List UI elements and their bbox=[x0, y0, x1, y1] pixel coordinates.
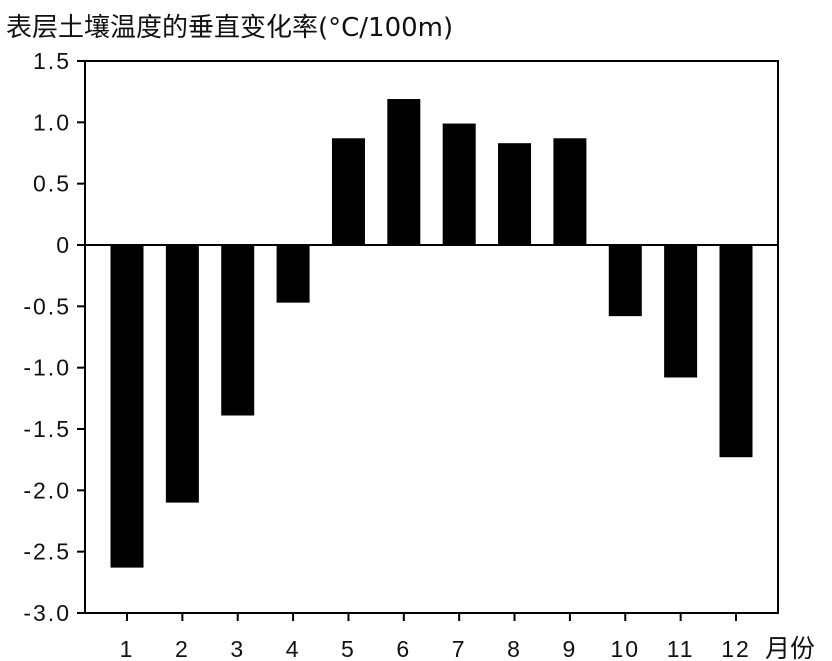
bar-month-7 bbox=[442, 123, 476, 245]
x-tick-label: 10 bbox=[610, 636, 640, 661]
y-tick-label: 0 bbox=[56, 232, 71, 258]
chart-title: 表层土壤温度的垂直变化率(°C/100m) bbox=[6, 13, 453, 43]
y-tick-label: 1.5 bbox=[33, 48, 71, 74]
bar-month-3 bbox=[221, 245, 255, 416]
x-tick-label: 5 bbox=[341, 636, 356, 661]
y-axis: 1.5 1.0 0.5 0 -0.5 -1.0 -1.5 -2.0 -2.5 -3.0 bbox=[23, 48, 85, 626]
x-tick-label: 8 bbox=[507, 636, 522, 661]
x-tick-label: 9 bbox=[563, 636, 578, 661]
x-tick-label: 2 bbox=[175, 636, 190, 661]
y-tick-label: -2.5 bbox=[23, 539, 71, 565]
y-tick-label: 0.5 bbox=[33, 171, 71, 197]
bar-month-12 bbox=[719, 245, 753, 458]
bar-month-11 bbox=[664, 245, 698, 378]
bar-month-5 bbox=[331, 138, 365, 245]
x-tick-label: 11 bbox=[667, 636, 695, 661]
bar-month-6 bbox=[387, 99, 421, 245]
x-tick-label: 3 bbox=[230, 636, 245, 661]
bar-month-4 bbox=[276, 245, 310, 303]
y-tick-label: -1.0 bbox=[23, 355, 71, 381]
x-tick-label: 4 bbox=[286, 636, 301, 661]
bar-month-8 bbox=[498, 143, 532, 245]
x-axis-unit-label: 月份 bbox=[765, 634, 815, 661]
x-axis: 1 2 3 4 5 6 7 8 9 10 11 12 bbox=[120, 613, 751, 661]
x-tick-label: 1 bbox=[120, 636, 135, 661]
x-tick-label: 6 bbox=[396, 636, 411, 661]
x-tick-label: 7 bbox=[452, 636, 467, 661]
bar-month-2 bbox=[165, 245, 199, 503]
bar-month-9 bbox=[553, 138, 587, 245]
x-tick-label: 12 bbox=[721, 636, 751, 661]
bar-month-1 bbox=[110, 245, 144, 568]
y-tick-label: 1.0 bbox=[33, 109, 71, 135]
plot-frame bbox=[84, 60, 779, 614]
y-tick-label: -1.5 bbox=[23, 416, 71, 442]
y-tick-label: -0.5 bbox=[23, 293, 71, 319]
y-tick-label: -3.0 bbox=[23, 600, 71, 626]
y-tick-label: -2.0 bbox=[23, 477, 71, 503]
bars-group bbox=[110, 99, 753, 568]
bar-month-10 bbox=[608, 245, 642, 317]
